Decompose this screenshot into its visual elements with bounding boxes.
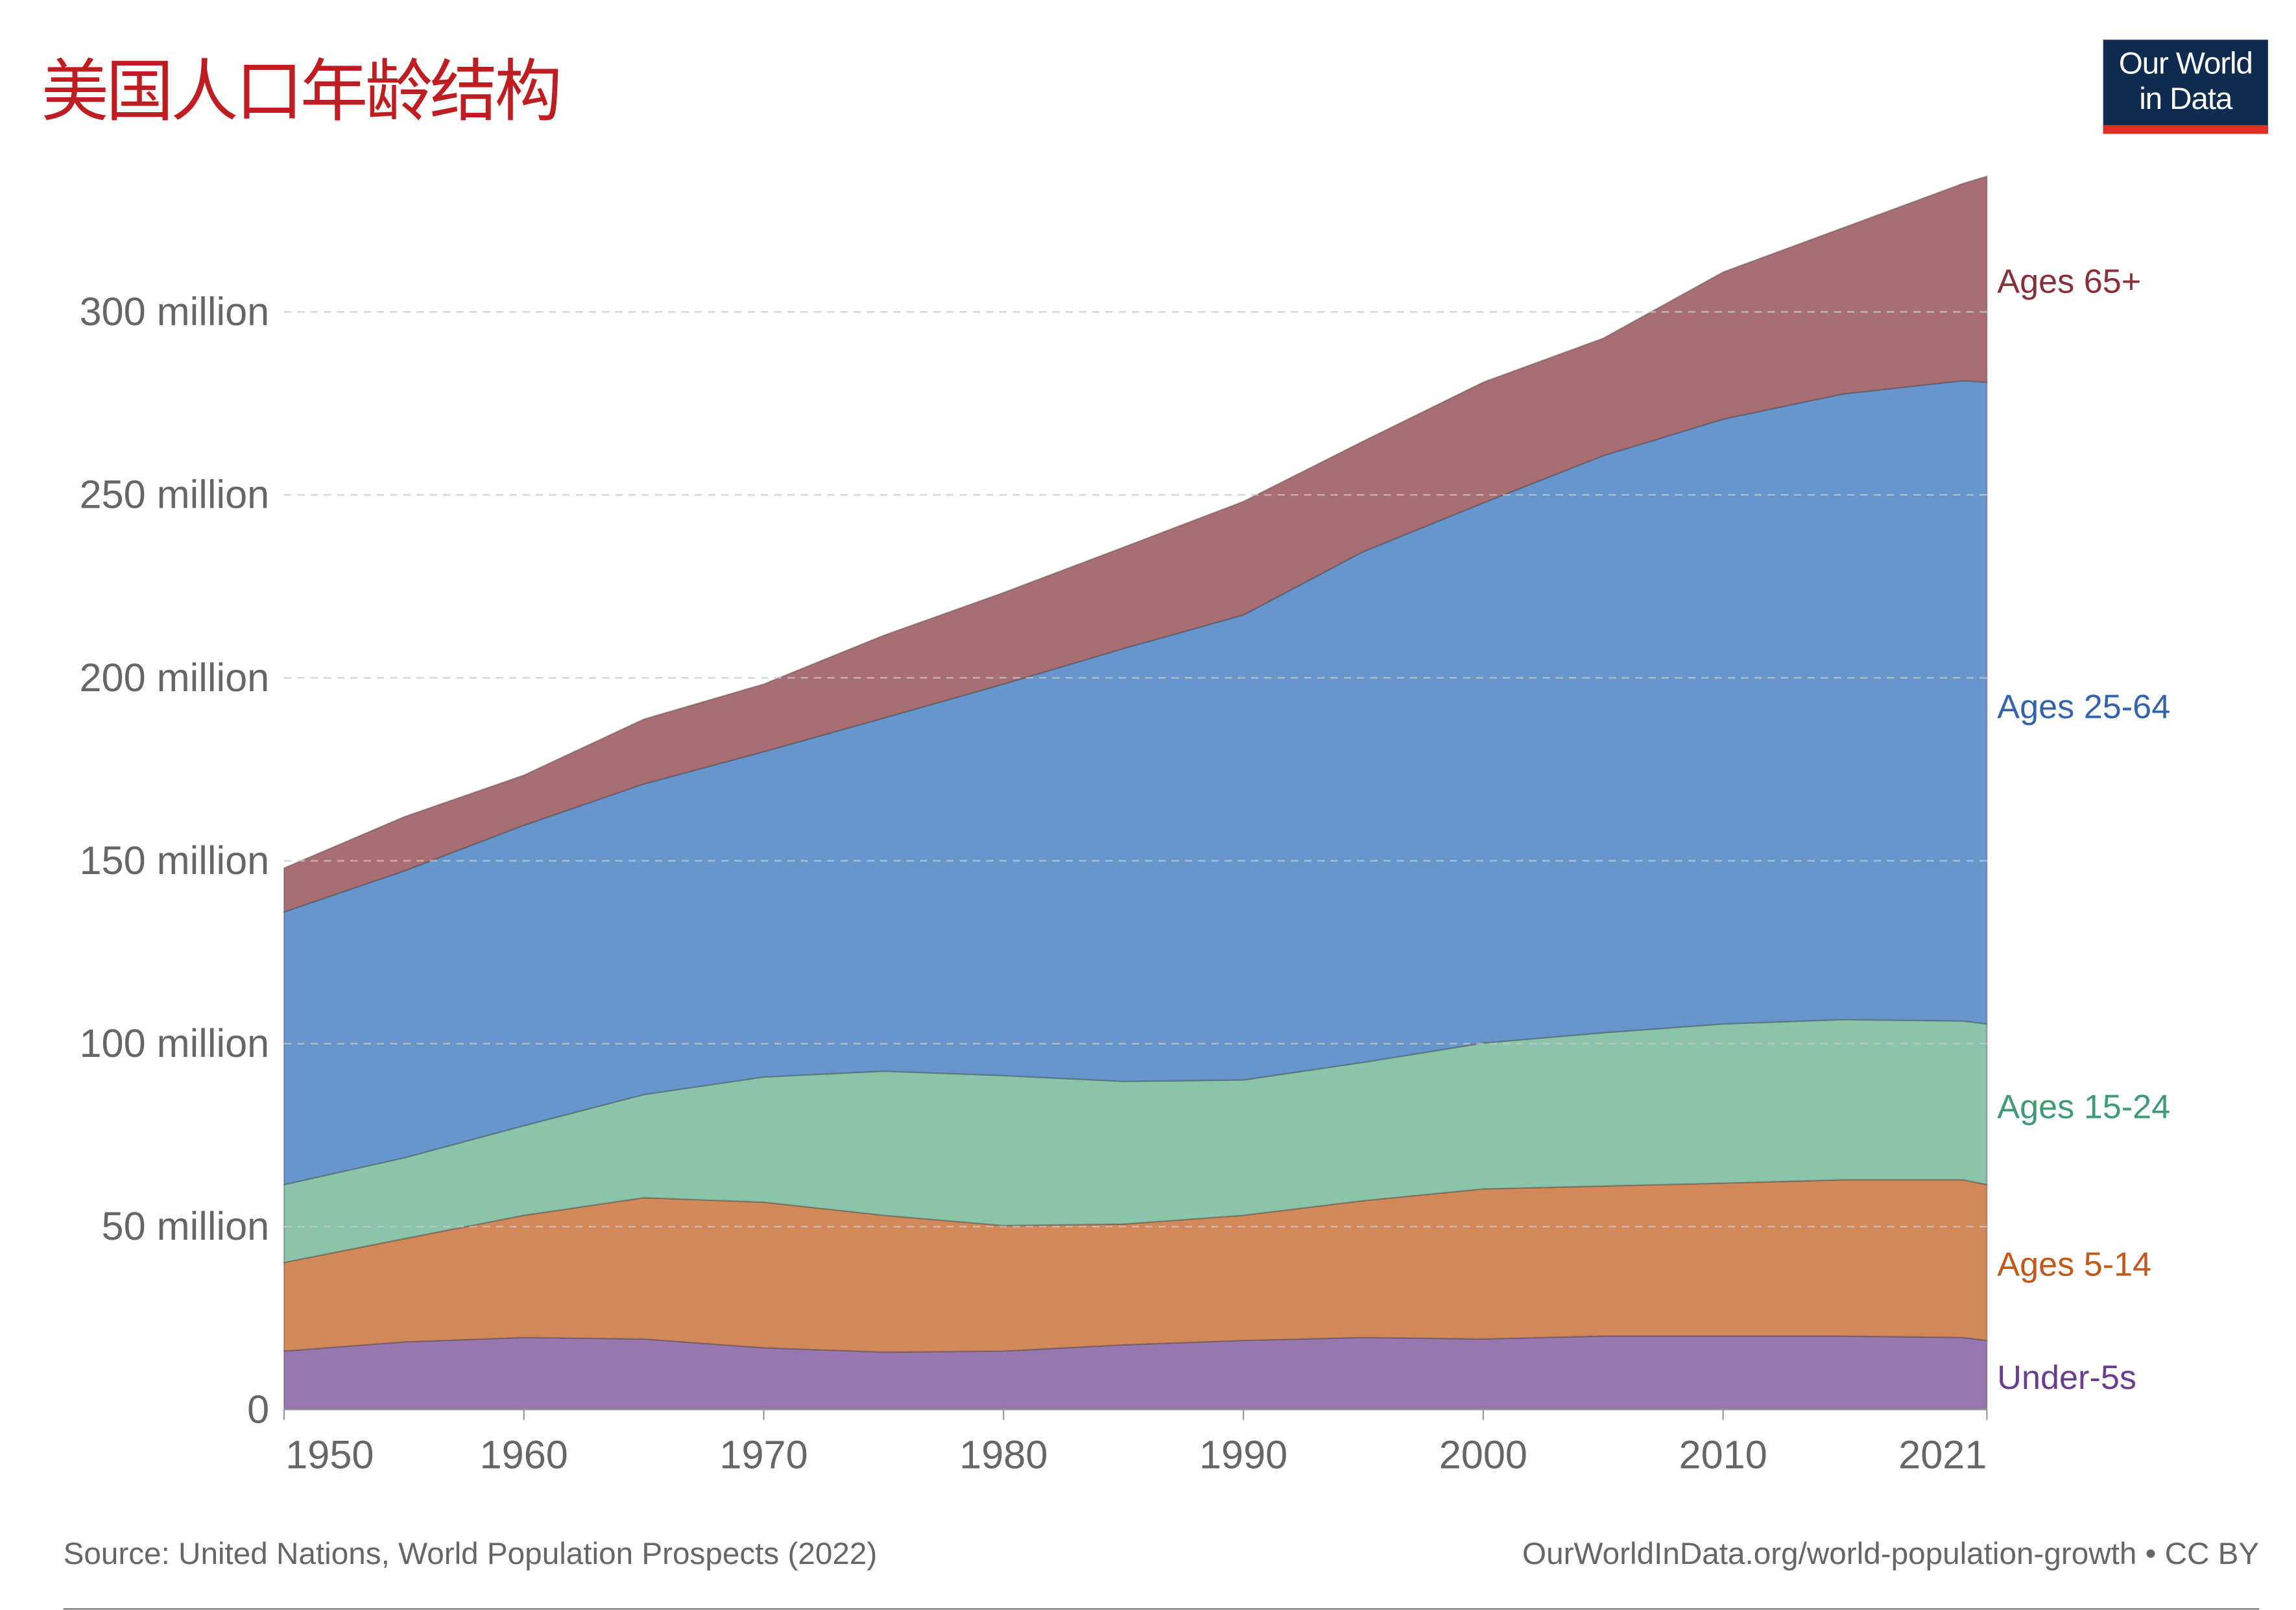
y-tick-label: 250 million bbox=[79, 473, 269, 517]
y-tick-label: 150 million bbox=[79, 838, 269, 882]
chart-title: 美国人口年龄结构 bbox=[41, 51, 562, 131]
logo-line1: Our World bbox=[2118, 47, 2253, 81]
x-tick-label: 1950 bbox=[285, 1433, 374, 1477]
area-ages-65- bbox=[283, 175, 1988, 914]
x-tick-label: 1990 bbox=[1199, 1433, 1287, 1477]
x-tick-label: 2000 bbox=[1439, 1433, 1527, 1477]
y-tick-label: 0 bbox=[247, 1387, 269, 1431]
area-under-5s bbox=[283, 1335, 1988, 1411]
y-tick-label: 100 million bbox=[79, 1021, 269, 1065]
owid-logo[interactable]: Our World in Data bbox=[2103, 40, 2268, 134]
source-note: Source: United Nations, World Population… bbox=[63, 1537, 878, 1572]
logo-line2: in Data bbox=[2139, 82, 2232, 117]
series-label: Under-5s bbox=[1997, 1359, 2136, 1397]
x-tick-label: 1980 bbox=[959, 1433, 1047, 1477]
source-url[interactable]: OurWorldInData.org/world-population-grow… bbox=[1522, 1537, 2260, 1572]
stacked-area-chart: 0 50 million 100 million 150 million 200 mil… bbox=[79, 175, 2170, 1477]
x-tick-label: 2010 bbox=[1679, 1433, 1767, 1477]
series-label: Ages 15-24 bbox=[1997, 1089, 2170, 1126]
x-tick-label: 2021 bbox=[1898, 1433, 1987, 1477]
y-tick-label: 50 million bbox=[102, 1204, 270, 1248]
area-ages-5-14 bbox=[283, 1179, 1988, 1353]
series-label: Ages 25-64 bbox=[1997, 688, 2170, 726]
series-label: Ages 5-14 bbox=[1997, 1246, 2151, 1283]
y-tick-label: 300 million bbox=[79, 289, 269, 333]
y-tick-label: 200 million bbox=[79, 656, 269, 700]
footer-divider bbox=[63, 1608, 2260, 1610]
series-label: Ages 65+ bbox=[1997, 263, 2141, 301]
x-tick-label: 1970 bbox=[719, 1433, 807, 1477]
x-tick-label: 1960 bbox=[480, 1433, 568, 1477]
